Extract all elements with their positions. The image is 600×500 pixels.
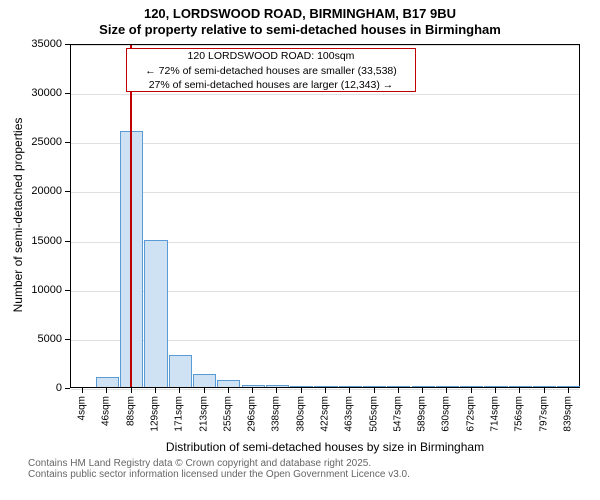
y-tick	[65, 388, 70, 389]
x-tick-label: 463sqm	[344, 396, 355, 432]
histogram-bar	[412, 386, 435, 387]
y-gridline	[71, 192, 579, 193]
histogram-bar	[266, 385, 289, 387]
x-tick	[301, 388, 302, 393]
x-tick	[179, 388, 180, 393]
plot-wrap: Number of semi-detached properties 05000…	[70, 44, 580, 388]
histogram-bar	[339, 386, 362, 387]
y-tick	[65, 241, 70, 242]
histogram-bar	[169, 355, 192, 387]
histogram-bar	[193, 374, 216, 387]
footer-attribution: Contains HM Land Registry data © Crown c…	[28, 458, 410, 480]
x-tick	[495, 388, 496, 393]
x-tick-label: 630sqm	[441, 396, 452, 432]
x-tick-label: 88sqm	[125, 396, 136, 426]
x-tick	[471, 388, 472, 393]
x-tick-label: 422sqm	[320, 396, 331, 432]
x-tick	[228, 388, 229, 393]
marker-line	[130, 45, 132, 387]
y-tick-label: 25000	[31, 136, 62, 148]
y-tick	[65, 142, 70, 143]
x-tick	[519, 388, 520, 393]
histogram-bar	[509, 386, 532, 387]
x-tick	[276, 388, 277, 393]
histogram-bar	[557, 386, 580, 387]
x-tick-label: 839sqm	[562, 396, 573, 432]
y-tick-label: 10000	[31, 284, 62, 296]
chart-title-line2: Size of property relative to semi-detach…	[0, 22, 600, 37]
x-tick-label: 756sqm	[514, 396, 525, 432]
histogram-bar	[144, 240, 167, 387]
x-tick-label: 714sqm	[490, 396, 501, 432]
histogram-bar	[387, 386, 410, 387]
y-tick-label: 5000	[38, 333, 62, 345]
y-gridline	[71, 45, 579, 46]
x-tick-label: 129sqm	[150, 396, 161, 432]
y-tick-label: 35000	[31, 38, 62, 50]
histogram-bar	[314, 386, 337, 387]
x-tick	[422, 388, 423, 393]
x-tick-label: 672sqm	[465, 396, 476, 432]
x-tick	[106, 388, 107, 393]
x-tick-label: 213sqm	[198, 396, 209, 432]
x-tick-label: 797sqm	[538, 396, 549, 432]
y-tick	[65, 290, 70, 291]
x-tick	[252, 388, 253, 393]
x-tick-label: 589sqm	[417, 396, 428, 432]
annotation-line: 120 LORDSWOOD ROAD: 100sqm	[129, 49, 413, 64]
y-tick	[65, 191, 70, 192]
x-tick	[398, 388, 399, 393]
x-tick	[131, 388, 132, 393]
x-tick	[374, 388, 375, 393]
y-gridline	[71, 143, 579, 144]
x-tick	[349, 388, 350, 393]
x-tick-label: 171sqm	[174, 396, 185, 432]
histogram-bar	[242, 385, 265, 387]
x-tick-label: 4sqm	[77, 396, 88, 420]
histogram-bar	[120, 131, 143, 387]
y-tick	[65, 339, 70, 340]
histogram-bar	[217, 380, 240, 387]
y-tick-label: 30000	[31, 87, 62, 99]
x-tick	[325, 388, 326, 393]
y-tick	[65, 44, 70, 45]
x-tick-label: 547sqm	[392, 396, 403, 432]
histogram-bar	[533, 386, 556, 387]
histogram-bar	[290, 386, 313, 387]
y-tick-label: 15000	[31, 235, 62, 247]
x-tick-label: 46sqm	[101, 396, 112, 426]
x-tick-label: 296sqm	[247, 396, 258, 432]
histogram-bar	[436, 386, 459, 387]
x-tick	[155, 388, 156, 393]
y-tick	[65, 93, 70, 94]
x-tick-label: 255sqm	[222, 396, 233, 432]
x-tick	[204, 388, 205, 393]
x-tick	[446, 388, 447, 393]
histogram-bar	[460, 386, 483, 387]
x-tick	[568, 388, 569, 393]
histogram-bar	[484, 386, 507, 387]
y-axis-label: Number of semi-detached properties	[11, 43, 25, 387]
histogram-bar	[363, 386, 386, 387]
x-tick-label: 380sqm	[295, 396, 306, 432]
y-tick-label: 20000	[31, 185, 62, 197]
x-tick	[82, 388, 83, 393]
x-tick	[544, 388, 545, 393]
y-gridline	[71, 94, 579, 95]
chart-title-line1: 120, LORDSWOOD ROAD, BIRMINGHAM, B17 9BU	[0, 6, 600, 21]
x-axis-label: Distribution of semi-detached houses by …	[70, 440, 580, 454]
y-tick-label: 0	[56, 382, 62, 394]
annotation-line: 27% of semi-detached houses are larger (…	[129, 78, 413, 93]
histogram-bar	[96, 377, 119, 387]
plot-area	[70, 44, 580, 388]
annotation-line: ← 72% of semi-detached houses are smalle…	[129, 64, 413, 79]
x-tick-label: 338sqm	[271, 396, 282, 432]
x-tick-label: 505sqm	[368, 396, 379, 432]
annotation-box: 120 LORDSWOOD ROAD: 100sqm← 72% of semi-…	[126, 48, 416, 92]
